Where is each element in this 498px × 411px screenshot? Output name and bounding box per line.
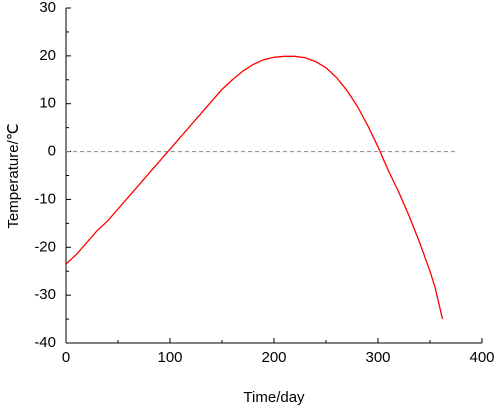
y-tick-label: 30 [39, 0, 56, 16]
x-tick-label: 200 [261, 349, 286, 366]
y-tick-label: 10 [39, 95, 56, 112]
x-tick-label: 100 [157, 349, 182, 366]
y-tick-label: 0 [48, 143, 56, 160]
data-line [65, 55, 444, 320]
y-tick-label: -30 [34, 286, 56, 303]
y-tick-label: -20 [34, 238, 56, 255]
y-tick-label: -40 [34, 334, 56, 351]
y-axis-label: Temperature/℃ [5, 123, 22, 228]
x-tick-label: 0 [62, 349, 70, 366]
x-tick-label: 400 [469, 349, 494, 366]
y-tick-label: -10 [34, 190, 56, 207]
x-axis-label: Time/day [243, 389, 305, 406]
x-tick-label: 300 [365, 349, 390, 366]
y-tick-label: 20 [39, 47, 56, 64]
